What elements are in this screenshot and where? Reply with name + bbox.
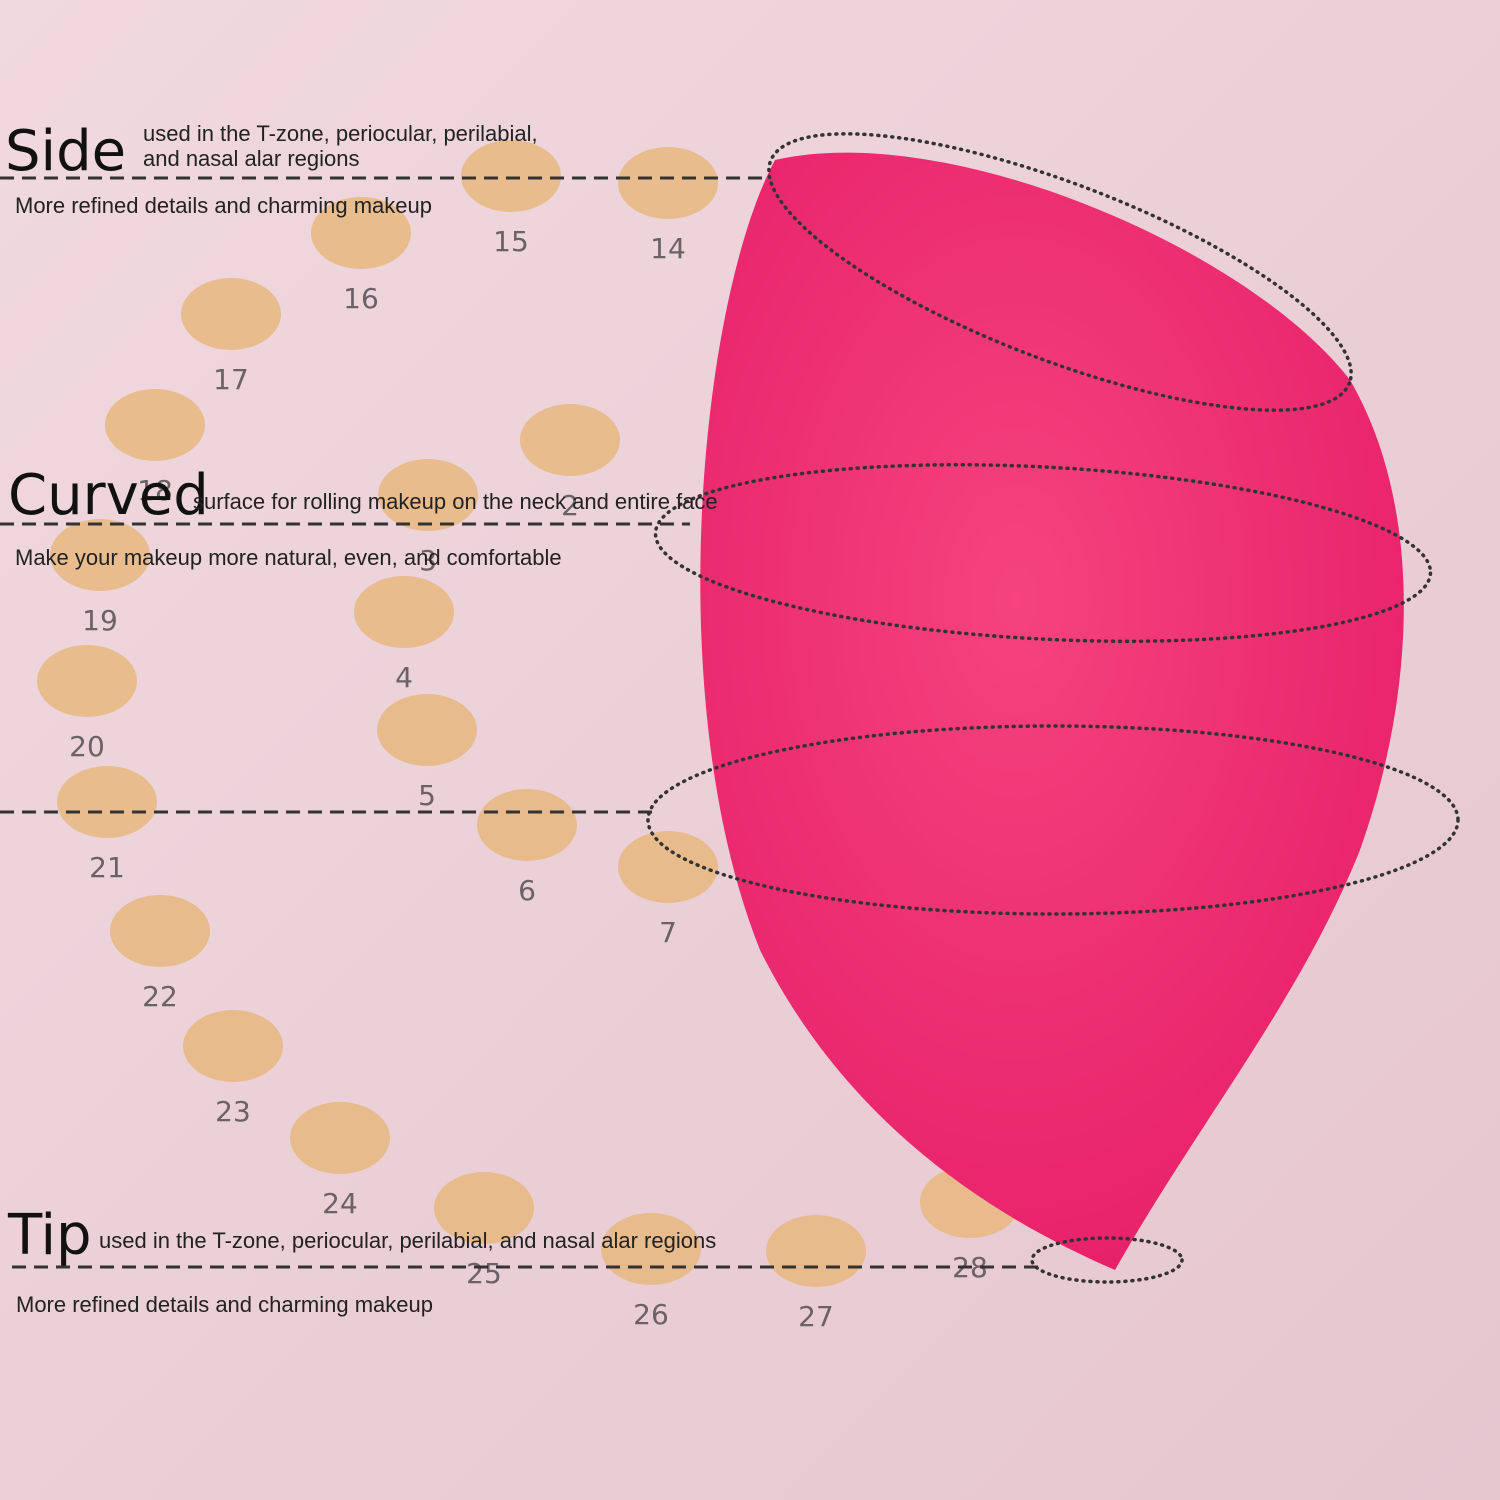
swatch: [378, 459, 478, 531]
subtext: More refined details and charming makeup: [16, 1292, 433, 1317]
swatch-number: 15: [493, 225, 529, 258]
swatch: [618, 147, 718, 219]
swatch: [766, 1215, 866, 1287]
heading: Curved: [8, 463, 209, 528]
description: used in the T-zone, periocular, perilabi…: [143, 121, 538, 146]
swatch-number: 20: [69, 730, 105, 763]
guide-lines: [0, 176, 1045, 1269]
description: and nasal alar regions: [143, 146, 359, 171]
swatch: [290, 1102, 390, 1174]
swatch: [618, 831, 718, 903]
sponge: [700, 152, 1404, 1270]
swatch-number: 16: [343, 282, 379, 315]
region-outline: [653, 462, 1433, 644]
swatch: [377, 694, 477, 766]
swatch: [105, 389, 205, 461]
swatch-number: 27: [798, 1300, 834, 1333]
swatch: [461, 140, 561, 212]
description: surface for rolling makeup on the neck a…: [193, 489, 718, 514]
swatch-number: 18: [137, 474, 173, 507]
subtext: Make your makeup more natural, even, and…: [15, 545, 562, 570]
swatch-number: 17: [213, 363, 249, 396]
swatch-number: 2: [561, 489, 579, 522]
swatch: [57, 766, 157, 838]
region-outline: [767, 132, 1353, 412]
swatch: [311, 197, 411, 269]
swatch-number: 3: [419, 544, 437, 577]
swatch-number: 26: [633, 1298, 669, 1331]
swatch: [354, 576, 454, 648]
heading: Side: [5, 119, 126, 184]
swatch-number: 23: [215, 1095, 251, 1128]
swatch: [37, 645, 137, 717]
swatch: [50, 519, 150, 591]
subtext: More refined details and charming makeup: [15, 193, 432, 218]
region-outline: [1030, 1236, 1184, 1284]
swatch-number: 22: [142, 980, 178, 1013]
swatch-number: 4: [395, 661, 413, 694]
swatch-number: 7: [659, 916, 677, 949]
swatch: [110, 895, 210, 967]
swatch: [183, 1010, 283, 1082]
swatch-number: 19: [82, 604, 118, 637]
region-outlines: [646, 132, 1460, 1284]
region-outline: [646, 724, 1460, 916]
swatch-number: 14: [650, 232, 686, 265]
swatch: [477, 789, 577, 861]
description: used in the T-zone, periocular, perilabi…: [99, 1228, 716, 1253]
swatch: [520, 404, 620, 476]
swatch: [434, 1172, 534, 1244]
swatch-number: 6: [518, 874, 536, 907]
swatch-number: 24: [322, 1187, 358, 1220]
swatch-number: 25: [466, 1257, 502, 1290]
swatch-number: 21: [89, 851, 125, 884]
swatch: [181, 278, 281, 350]
swatch-number: 5: [418, 779, 436, 812]
heading: Tip: [7, 1203, 92, 1268]
